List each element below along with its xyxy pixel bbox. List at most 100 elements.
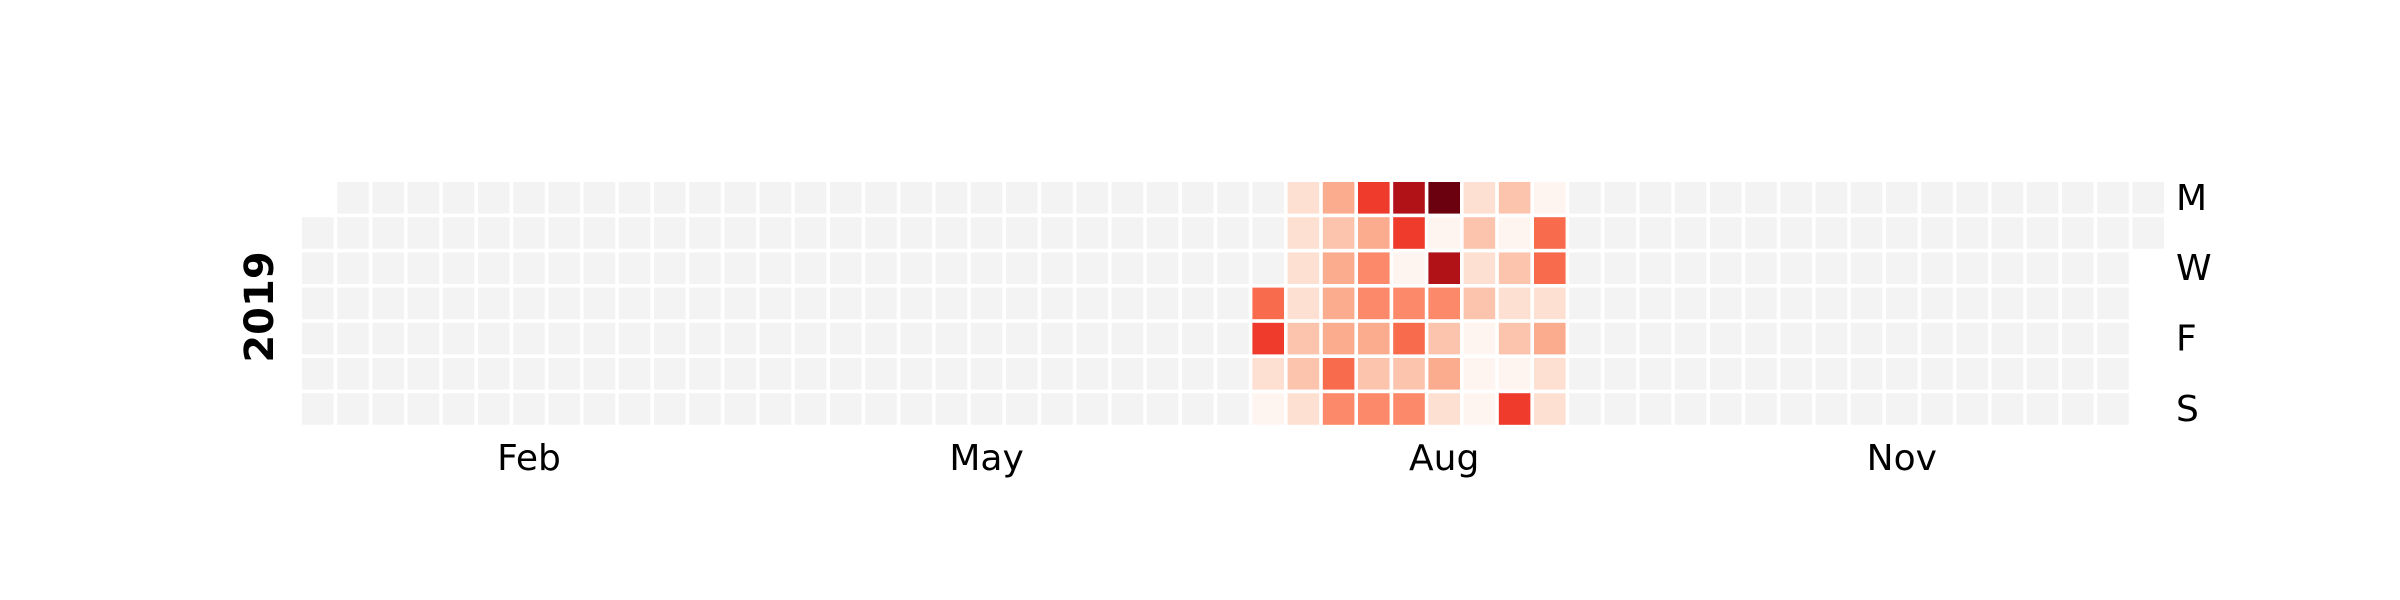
x-tick-label: May <box>949 438 1023 479</box>
heatmap-cell <box>1393 322 1425 355</box>
heatmap-cell <box>1006 358 1038 390</box>
heatmap-cell <box>1534 358 1566 390</box>
heatmap-cell <box>724 252 756 284</box>
heatmap-cell <box>1428 217 1460 249</box>
heatmap-cell <box>1041 182 1073 214</box>
heatmap-cell <box>1745 287 1777 320</box>
heatmap-cell <box>302 322 334 355</box>
heatmap-cell <box>407 358 440 390</box>
heatmap-cell <box>1076 182 1108 214</box>
heatmap-cell <box>1217 217 1249 249</box>
heatmap-cell <box>1041 393 1073 425</box>
heatmap-cell <box>407 287 440 320</box>
heatmap-cell <box>759 252 792 284</box>
heatmap-cell <box>1287 252 1320 284</box>
heatmap-cell <box>372 217 404 249</box>
heatmap-cell <box>1534 182 1566 214</box>
heatmap-cell <box>583 358 616 390</box>
heatmap-cell <box>2062 217 2094 249</box>
heatmap-cell <box>548 358 580 390</box>
heatmap-cell <box>1745 252 1777 284</box>
heatmap-cell <box>618 287 651 320</box>
heatmap-cell <box>548 322 580 355</box>
heatmap-cell <box>1956 217 1988 249</box>
heatmap-cell <box>372 182 404 214</box>
heatmap-cell <box>759 393 792 425</box>
heatmap-cell <box>372 252 404 284</box>
heatmap-cell <box>759 287 792 320</box>
heatmap-cell <box>1182 217 1214 249</box>
heatmap-cell <box>1146 358 1179 390</box>
heatmap-cell <box>1921 182 1953 214</box>
heatmap-cell <box>830 322 862 355</box>
heatmap-cell <box>1428 322 1460 355</box>
heatmap-cell <box>1252 252 1284 284</box>
heatmap-cell <box>654 322 686 355</box>
heatmap-cell <box>1886 182 1918 214</box>
heatmap-cell <box>1498 182 1531 214</box>
heatmap-cell <box>1815 393 1848 425</box>
heatmap-cell <box>1322 358 1355 390</box>
heatmap-cell <box>478 287 510 320</box>
heatmap-cell <box>830 287 862 320</box>
heatmap-cell <box>1463 322 1496 355</box>
heatmap-cell <box>794 322 827 355</box>
heatmap-cell <box>1674 322 1707 355</box>
heatmap-cell <box>2097 182 2129 214</box>
heatmap-cell <box>1287 393 1320 425</box>
heatmap-cell <box>654 287 686 320</box>
heatmap-cell <box>372 358 404 390</box>
heatmap-cell <box>1463 287 1496 320</box>
heatmap-cell <box>1358 358 1390 390</box>
heatmap-cell <box>1956 358 1988 390</box>
heatmap-cell <box>1393 287 1425 320</box>
heatmap-cell <box>1815 217 1848 249</box>
heatmap-cell <box>1498 393 1531 425</box>
heatmap-cell <box>970 393 1003 425</box>
heatmap-cell <box>372 393 404 425</box>
heatmap-cell <box>1287 217 1320 249</box>
heatmap-cell <box>1886 393 1918 425</box>
heatmap-cell <box>830 182 862 214</box>
heatmap-cell <box>2062 393 2094 425</box>
heatmap-cell <box>1639 182 1672 214</box>
heatmap-cell <box>1498 358 1531 390</box>
heatmap-cell <box>407 393 440 425</box>
heatmap-cell <box>654 393 686 425</box>
heatmap-cell <box>583 182 616 214</box>
heatmap-cell <box>1252 287 1284 320</box>
heatmap-cell <box>1780 358 1812 390</box>
heatmap-cell <box>302 287 334 320</box>
heatmap-cell <box>1956 182 1988 214</box>
heatmap-cell <box>1006 252 1038 284</box>
heatmap-cell <box>1921 217 1953 249</box>
heatmap-cell <box>407 217 440 249</box>
heatmap-cell <box>1639 393 1672 425</box>
heatmap-cell <box>1393 217 1425 249</box>
heatmap-cell <box>1569 287 1601 320</box>
heatmap-cell <box>2026 322 2059 355</box>
heatmap-cell <box>1569 252 1601 284</box>
heatmap-cell <box>1745 182 1777 214</box>
heatmap-cell <box>1498 287 1531 320</box>
heatmap-cell <box>970 287 1003 320</box>
heatmap-cell <box>689 217 721 249</box>
heatmap-cell <box>1780 217 1812 249</box>
heatmap-cell <box>1252 217 1284 249</box>
heatmap-cell <box>1850 322 1883 355</box>
heatmap-cell <box>1111 217 1144 249</box>
heatmap-cell <box>1076 322 1108 355</box>
heatmap-cell <box>900 287 932 320</box>
heatmap-cell <box>900 358 932 390</box>
heatmap-cell <box>1956 393 1988 425</box>
heatmap-cell <box>830 358 862 390</box>
heatmap-cell <box>1639 358 1672 390</box>
heatmap-cell <box>724 182 756 214</box>
y-tick-label: S <box>2176 389 2199 430</box>
heatmap-cell <box>1287 322 1320 355</box>
heatmap-cell <box>1111 322 1144 355</box>
heatmap-cell <box>372 322 404 355</box>
heatmap-cell <box>2062 182 2094 214</box>
heatmap-cell <box>1463 182 1496 214</box>
